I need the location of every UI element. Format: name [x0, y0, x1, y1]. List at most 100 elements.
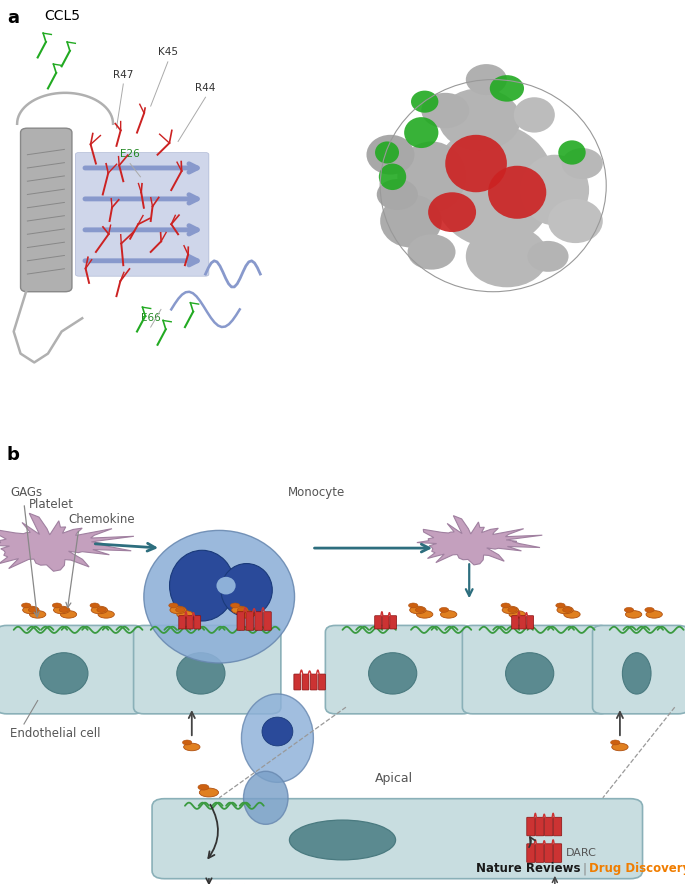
Text: Chemokine: Chemokine [68, 513, 135, 526]
Ellipse shape [366, 134, 414, 175]
Text: K45: K45 [158, 48, 178, 57]
Ellipse shape [506, 652, 553, 694]
Text: DARC: DARC [566, 848, 597, 858]
Ellipse shape [23, 606, 39, 613]
Ellipse shape [625, 611, 642, 618]
Ellipse shape [646, 611, 662, 618]
Ellipse shape [411, 90, 438, 112]
FancyBboxPatch shape [390, 615, 397, 629]
Text: CCL5: CCL5 [45, 9, 81, 23]
Ellipse shape [262, 717, 293, 746]
Ellipse shape [221, 564, 273, 617]
Ellipse shape [415, 607, 425, 613]
Ellipse shape [438, 88, 521, 150]
Ellipse shape [169, 603, 178, 608]
FancyBboxPatch shape [152, 799, 643, 879]
FancyBboxPatch shape [255, 612, 262, 630]
Ellipse shape [416, 611, 433, 618]
FancyBboxPatch shape [310, 674, 317, 690]
FancyBboxPatch shape [545, 817, 553, 836]
Ellipse shape [369, 652, 416, 694]
Text: R47: R47 [113, 70, 134, 80]
Ellipse shape [230, 603, 240, 608]
Ellipse shape [60, 611, 77, 618]
FancyBboxPatch shape [179, 615, 186, 629]
Ellipse shape [562, 607, 572, 613]
Ellipse shape [53, 606, 70, 613]
FancyBboxPatch shape [527, 615, 534, 629]
Ellipse shape [59, 607, 68, 613]
Ellipse shape [445, 134, 507, 192]
Ellipse shape [377, 179, 418, 210]
FancyBboxPatch shape [593, 626, 685, 714]
FancyBboxPatch shape [527, 843, 535, 863]
Ellipse shape [404, 117, 438, 148]
Ellipse shape [375, 141, 399, 164]
Ellipse shape [527, 240, 569, 272]
Text: E26: E26 [121, 149, 140, 159]
FancyBboxPatch shape [519, 615, 526, 629]
Ellipse shape [623, 652, 651, 694]
Ellipse shape [144, 530, 295, 663]
Text: a: a [7, 9, 19, 27]
Ellipse shape [564, 611, 580, 618]
Ellipse shape [624, 607, 634, 613]
Text: Apical: Apical [375, 772, 413, 785]
Text: b: b [7, 446, 20, 464]
FancyBboxPatch shape [536, 843, 544, 863]
Text: R44: R44 [195, 83, 216, 93]
FancyBboxPatch shape [264, 612, 271, 630]
Text: |: | [582, 862, 586, 875]
Ellipse shape [28, 607, 38, 613]
Ellipse shape [182, 740, 192, 745]
Ellipse shape [508, 607, 517, 613]
Ellipse shape [557, 606, 573, 613]
Ellipse shape [289, 820, 395, 860]
Ellipse shape [502, 606, 519, 613]
Ellipse shape [645, 607, 654, 613]
Ellipse shape [170, 606, 186, 613]
FancyBboxPatch shape [512, 615, 519, 629]
Ellipse shape [488, 165, 546, 218]
FancyBboxPatch shape [553, 843, 562, 863]
Ellipse shape [428, 192, 476, 232]
Ellipse shape [21, 603, 31, 608]
Text: E66: E66 [141, 313, 160, 323]
Ellipse shape [562, 148, 603, 179]
Text: Nature Reviews: Nature Reviews [476, 862, 581, 875]
FancyBboxPatch shape [294, 674, 301, 690]
Ellipse shape [232, 606, 248, 613]
Ellipse shape [169, 550, 234, 621]
FancyBboxPatch shape [0, 626, 144, 714]
Ellipse shape [97, 607, 106, 613]
Ellipse shape [501, 603, 510, 608]
Ellipse shape [421, 93, 469, 128]
Ellipse shape [466, 64, 507, 95]
FancyBboxPatch shape [545, 843, 553, 863]
Ellipse shape [439, 607, 449, 613]
Ellipse shape [408, 234, 456, 270]
Ellipse shape [90, 603, 99, 608]
Text: Platelet: Platelet [29, 498, 74, 510]
Polygon shape [0, 514, 134, 571]
Ellipse shape [199, 789, 219, 797]
Ellipse shape [548, 199, 603, 243]
Text: Drug Discovery: Drug Discovery [589, 862, 685, 875]
Ellipse shape [29, 611, 46, 618]
FancyBboxPatch shape [237, 612, 245, 630]
Ellipse shape [410, 606, 426, 613]
Ellipse shape [241, 694, 313, 782]
FancyBboxPatch shape [553, 817, 562, 836]
Polygon shape [417, 515, 543, 565]
Ellipse shape [466, 225, 548, 287]
FancyBboxPatch shape [319, 674, 325, 690]
FancyBboxPatch shape [382, 615, 389, 629]
Ellipse shape [521, 155, 589, 225]
Ellipse shape [610, 740, 620, 745]
FancyBboxPatch shape [462, 626, 610, 714]
Ellipse shape [379, 164, 406, 190]
Ellipse shape [514, 97, 555, 133]
FancyBboxPatch shape [325, 626, 473, 714]
Ellipse shape [40, 652, 88, 694]
Ellipse shape [244, 771, 288, 824]
